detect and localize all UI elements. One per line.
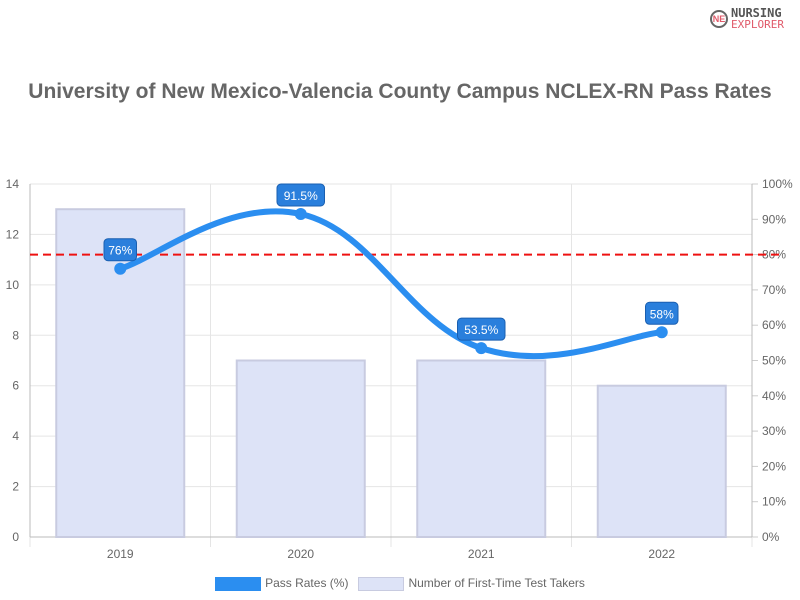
right-tick-label: 20% bbox=[762, 459, 786, 473]
left-tick-label: 10 bbox=[6, 278, 20, 292]
right-tick-label: 40% bbox=[762, 389, 786, 403]
data-label-box bbox=[645, 301, 679, 325]
nursing-explorer-logo: NE NURSING EXPLORER bbox=[710, 6, 784, 31]
pass-rate-line bbox=[117, 208, 665, 359]
left-tick-label: 6 bbox=[12, 379, 19, 393]
right-tick-label: 90% bbox=[762, 212, 786, 226]
legend-item-test-takers[interactable]: Number of First-Time Test Takers bbox=[358, 576, 585, 591]
data-label: 53.5% bbox=[464, 323, 498, 337]
x-tick-label: 2020 bbox=[287, 547, 314, 561]
left-tick-label: 12 bbox=[6, 227, 20, 241]
pass-rate-point-2020 bbox=[294, 208, 307, 221]
x-tick-label: 2021 bbox=[468, 547, 495, 561]
logo-mark-icon: NE bbox=[710, 10, 728, 28]
right-tick-label: 60% bbox=[762, 318, 786, 332]
bar-2022 bbox=[596, 384, 727, 539]
chart-title: University of New Mexico-Valencia County… bbox=[28, 80, 772, 103]
right-tick-label: 10% bbox=[762, 495, 786, 509]
pass-rate-point-2022 bbox=[655, 326, 668, 339]
data-label-box bbox=[276, 183, 325, 207]
left-tick-label: 8 bbox=[12, 328, 19, 342]
data-label-box bbox=[457, 317, 506, 341]
left-tick-label: 2 bbox=[12, 480, 19, 494]
right-tick-label: 30% bbox=[762, 424, 786, 438]
x-tick-label: 2022 bbox=[648, 547, 675, 561]
pass-rate-point-2019 bbox=[114, 262, 127, 275]
legend-item-pass-rates[interactable]: Pass Rates (%) bbox=[215, 576, 348, 591]
data-label-box bbox=[103, 238, 137, 262]
logo-line1: NURSING bbox=[731, 6, 782, 20]
data-label: 76% bbox=[108, 244, 132, 258]
data-label: 58% bbox=[650, 307, 674, 321]
right-tick-label: 100% bbox=[762, 177, 793, 191]
right-tick-label: 70% bbox=[762, 283, 786, 297]
legend: Pass Rates (%) Number of First-Time Test… bbox=[0, 576, 800, 591]
right-tick-label: 0% bbox=[762, 530, 780, 544]
left-tick-label: 0 bbox=[12, 530, 19, 544]
left-tick-label: 14 bbox=[6, 177, 20, 191]
pass-rate-point-2021 bbox=[475, 342, 488, 355]
x-tick-label: 2019 bbox=[107, 547, 134, 561]
logo-line2: EXPLORER bbox=[731, 18, 784, 31]
left-tick-label: 4 bbox=[12, 429, 19, 443]
right-tick-label: 50% bbox=[762, 354, 786, 368]
bar-2020 bbox=[235, 359, 366, 538]
bar-2021 bbox=[416, 359, 547, 538]
data-label: 91.5% bbox=[284, 189, 318, 203]
